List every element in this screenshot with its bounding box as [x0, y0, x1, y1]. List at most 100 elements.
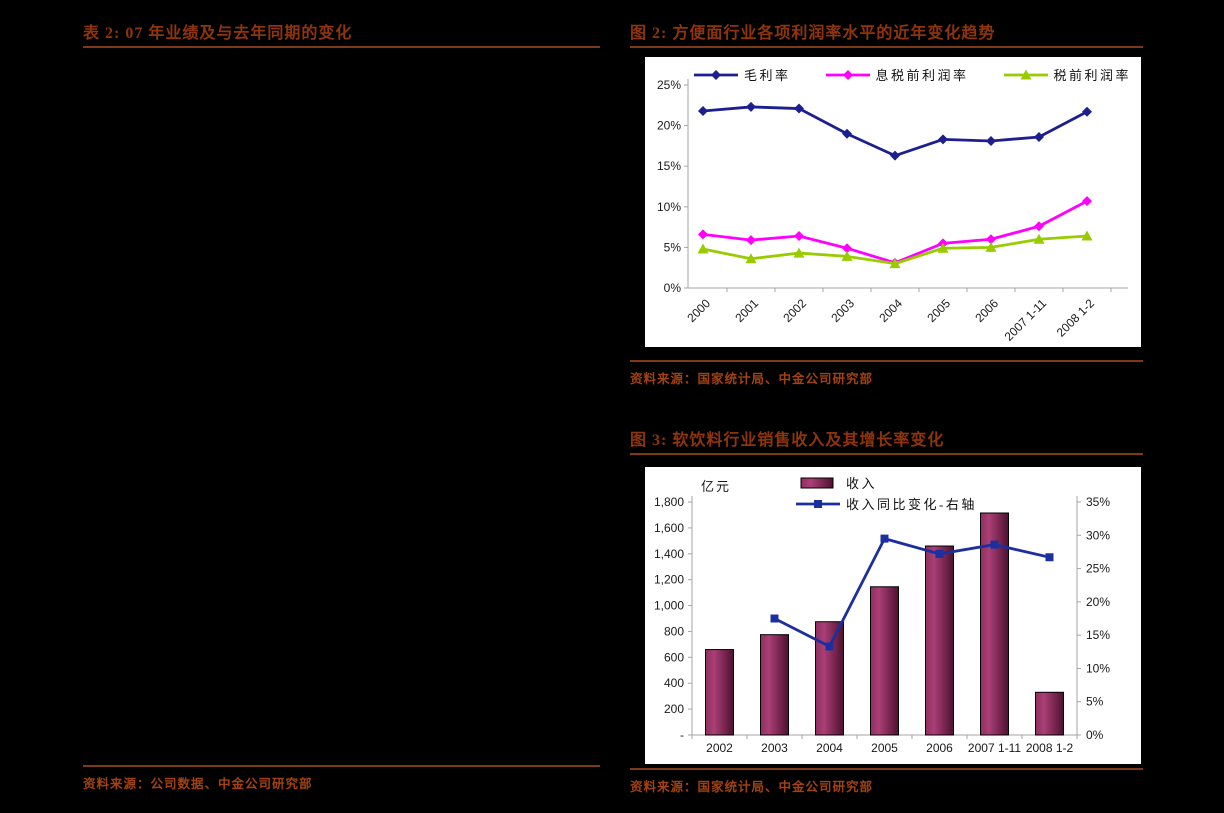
legend-item-series-2-swatch	[1003, 69, 1048, 79]
series-1-marker	[1034, 221, 1044, 232]
series-2-marker	[1033, 233, 1045, 244]
series-line-0	[702, 105, 1088, 158]
x-tick-label: 2005	[924, 296, 953, 325]
table2-source: 资料来源：公司数据、中金公司研究部	[83, 765, 600, 792]
revenue-bar-2008 1-2	[1035, 691, 1064, 736]
data-point-marker	[814, 499, 822, 508]
right-tick-label: 20%	[1086, 595, 1110, 609]
series-0-marker	[938, 134, 948, 145]
series-2-marker	[985, 241, 997, 252]
series-1-marker	[842, 243, 852, 254]
series-0-marker	[746, 101, 756, 112]
series-1-marker	[986, 234, 996, 245]
series-0-marker	[698, 105, 708, 116]
revenue-bar-2003	[760, 634, 789, 736]
legend-item-revenue-swatch	[800, 477, 834, 488]
left-tick-label: 1,400	[654, 547, 684, 561]
right-tick-label: 30%	[1086, 528, 1110, 542]
legend-item-series-2-label: 税前利润率	[1053, 68, 1132, 83]
series-line-1	[702, 199, 1088, 265]
y-tick-label: 10%	[657, 200, 681, 214]
x-tick-label: 2005	[871, 741, 898, 755]
figure3-chart: 收入 收入同比变化-右轴 - 200 400 600 800 1,000 1,200 1,400…	[645, 467, 1141, 764]
y-tick-label: 25%	[657, 78, 681, 92]
x-tick-label: 2006	[926, 741, 953, 755]
series-0-marker	[890, 150, 900, 161]
x-tick-label: 2002	[780, 296, 809, 325]
left-tick-label: 1,200	[654, 573, 684, 587]
revenue-bar-2002	[705, 649, 734, 736]
series-2-marker	[1081, 230, 1093, 241]
legend-item-series-0-label: 毛利率	[744, 68, 791, 83]
x-tick-label: 2008 1-2	[1054, 296, 1098, 340]
legend-item-series-0-swatch	[694, 69, 738, 80]
series-2-marker	[937, 242, 949, 253]
revenue-growth-combo-chart: - 200 400 600 800 1,000 1,200 1,400 1,600 1,800 0%…	[654, 479, 1110, 755]
data-point-marker	[1020, 69, 1032, 79]
left-axis-title: 亿元	[701, 479, 731, 494]
series-2-marker	[745, 253, 757, 264]
left-tick-label: 600	[664, 650, 684, 664]
right-tick-label: 15%	[1086, 628, 1110, 642]
y-tick-label: 20%	[657, 119, 681, 133]
x-tick-label: 2002	[706, 741, 733, 755]
data-point-marker	[842, 69, 853, 80]
right-tick-label: 25%	[1086, 562, 1110, 576]
series-2-marker	[793, 247, 805, 258]
revenue-bar-2005	[870, 586, 899, 736]
figure3-source: 资料来源：国家统计局、中金公司研究部	[630, 768, 1143, 795]
growth-marker	[825, 642, 834, 651]
y-tick-label: 15%	[657, 159, 681, 173]
series-2-marker	[841, 250, 853, 261]
x-tick-label: 2007 1-11	[968, 741, 1021, 755]
left-tick-label: 400	[664, 676, 684, 690]
legend-item-series-2: 税前利润率	[1003, 65, 1132, 84]
growth-marker	[880, 534, 889, 543]
revenue-bar-2006	[925, 545, 954, 736]
series-0-marker	[1082, 106, 1092, 117]
growth-marker	[770, 614, 779, 623]
growth-marker	[990, 540, 999, 549]
figure2-header: 图 2: 方便面行业各项利润率水平的近年变化趋势	[630, 24, 1143, 48]
y-tick-label: 5%	[664, 240, 682, 254]
legend-item-revenue-label: 收入	[846, 476, 878, 491]
legend-item-series-1-swatch	[825, 69, 870, 80]
data-point-marker	[711, 69, 721, 80]
left-tick-label: 1,800	[654, 495, 684, 509]
right-tick-label: 5%	[1086, 695, 1104, 709]
left-tick-label: 800	[664, 624, 684, 638]
right-tick-label: 0%	[1086, 728, 1104, 742]
x-tick-label: 2003	[761, 741, 788, 755]
figure2-chart: 毛利率 息税前利润率 税前利润率 0% 5% 10% 15% 20% 25% 2000 2001 2…	[645, 57, 1141, 347]
series-0-marker	[1034, 131, 1044, 142]
series-1-marker	[698, 229, 708, 240]
series-0-marker	[794, 103, 804, 114]
x-tick-label: 2007 1-11	[1002, 296, 1050, 344]
growth-marker	[935, 549, 944, 558]
legend-item-series-1-label: 息税前利润率	[875, 68, 969, 83]
left-tick-label: 1,600	[654, 521, 684, 535]
x-tick-label: 2004	[876, 296, 905, 325]
legend-item-growth: 收入同比变化-右轴	[795, 494, 977, 513]
growth-line	[773, 536, 1050, 649]
margin-trend-line-chart: 0% 5% 10% 15% 20% 25% 2000 2001 2002 2003 2004 2005…	[657, 78, 1128, 344]
series-1-marker	[794, 231, 804, 242]
left-tick-label: -	[680, 728, 684, 742]
legend-item-revenue: 收入	[795, 473, 877, 492]
x-tick-label: 2006	[972, 296, 1001, 325]
figure2-legend: 毛利率 息税前利润率 税前利润率	[693, 65, 1131, 84]
legend-item-growth-swatch	[796, 499, 840, 508]
series-2-marker	[889, 258, 901, 269]
growth-marker	[1045, 553, 1054, 562]
x-tick-label: 2001	[732, 296, 761, 325]
revenue-bar-2004	[815, 621, 844, 736]
y-tick-label: 0%	[664, 281, 682, 295]
revenue-bar-2007 1-11	[980, 512, 1009, 736]
right-tick-label: 35%	[1086, 495, 1110, 509]
legend-item-growth-label: 收入同比变化-右轴	[846, 497, 977, 512]
left-tick-label: 1,000	[654, 599, 684, 613]
x-tick-label: 2000	[684, 296, 713, 325]
right-tick-label: 10%	[1086, 661, 1110, 675]
x-tick-label: 2004	[816, 741, 843, 755]
